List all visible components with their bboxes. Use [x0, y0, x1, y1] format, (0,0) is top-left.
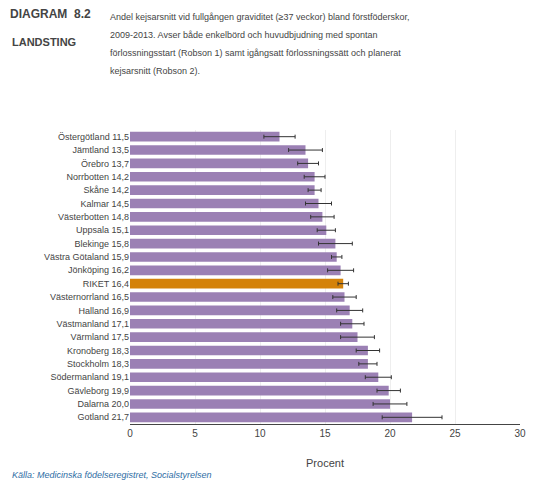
svg-text:Uppsala 15,1: Uppsala 15,1	[76, 225, 129, 235]
svg-text:Gotland 21,7: Gotland 21,7	[77, 412, 129, 422]
svg-text:Kronoberg 18,3: Kronoberg 18,3	[67, 346, 129, 356]
svg-text:Källa: Medicinska födelseregis: Källa: Medicinska födelseregistret, Soci…	[12, 470, 212, 480]
svg-text:Stockholm 18,3: Stockholm 18,3	[67, 359, 129, 369]
svg-text:Östergötland 11,5: Östergötland 11,5	[58, 132, 129, 142]
svg-text:30: 30	[514, 428, 526, 439]
svg-text:Kalmar 14,5: Kalmar 14,5	[80, 199, 129, 209]
svg-text:5: 5	[192, 428, 198, 439]
svg-text:Skåne 14,2: Skåne 14,2	[83, 185, 129, 195]
svg-text:Örebro 13,7: Örebro 13,7	[81, 159, 129, 169]
svg-text:0: 0	[127, 428, 133, 439]
svg-text:Västernorrland 16,5: Västernorrland 16,5	[50, 292, 129, 302]
svg-text:Västmanland 17,1: Västmanland 17,1	[56, 319, 129, 329]
svg-text:Jönköping 16,2: Jönköping 16,2	[68, 265, 129, 275]
svg-text:Södermanland 19,1: Södermanland 19,1	[50, 372, 129, 382]
svg-text:Norrbotten 14,2: Norrbotten 14,2	[66, 172, 129, 182]
svg-text:10: 10	[254, 428, 266, 439]
svg-text:LANDSTING: LANDSTING	[12, 36, 76, 48]
svg-text:25: 25	[449, 428, 461, 439]
svg-text:Blekinge 15,8: Blekinge 15,8	[74, 239, 129, 249]
svg-text:Västra Götaland 15,9: Västra Götaland 15,9	[44, 252, 129, 262]
svg-text:Andel kejsarsnitt vid fullgång: Andel kejsarsnitt vid fullgången gravidi…	[110, 12, 410, 22]
svg-text:2009-2013. Avser både enkelbör: 2009-2013. Avser både enkelbörd och huvu…	[110, 30, 378, 40]
svg-text:Västerbotten 14,8: Västerbotten 14,8	[58, 212, 129, 222]
svg-text:Procent: Procent	[306, 457, 344, 469]
svg-text:Dalarna 20,0: Dalarna 20,0	[77, 399, 129, 409]
svg-text:Jämtland 13,5: Jämtland 13,5	[72, 145, 129, 155]
svg-text:RIKET 16,4: RIKET 16,4	[83, 279, 129, 289]
svg-text:förlossningsstart (Robson 1) s: förlossningsstart (Robson 1) samt igångs…	[110, 48, 401, 58]
svg-text:Halland 16,9: Halland 16,9	[78, 306, 129, 316]
svg-text:DIAGRAM 8.2: DIAGRAM 8.2	[10, 7, 91, 21]
svg-text:Värmland 17,5: Värmland 17,5	[70, 332, 129, 342]
svg-text:kejsarsnitt (Robson 2).: kejsarsnitt (Robson 2).	[110, 66, 200, 76]
svg-text:Gävleborg 19,9: Gävleborg 19,9	[67, 386, 129, 396]
svg-text:15: 15	[319, 428, 331, 439]
svg-text:20: 20	[384, 428, 396, 439]
